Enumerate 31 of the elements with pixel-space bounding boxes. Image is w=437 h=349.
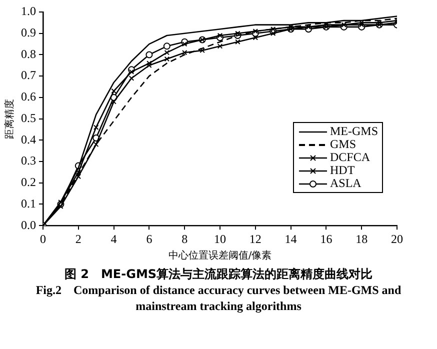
y-tick-label: 0.5 [21, 110, 36, 125]
y-tick-label: 0.4 [21, 132, 36, 146]
x-tick-label: 2 [75, 232, 82, 246]
y-tick-label: 0.9 [21, 26, 36, 40]
x-tick-label: 10 [214, 232, 226, 246]
x-tick-label: 18 [356, 232, 368, 246]
y-tick-label: 0.6 [21, 90, 36, 104]
x-axis-title: 中心位置误差阈值/像素 [168, 250, 272, 262]
y-axis-title: 距离精度 [4, 98, 16, 139]
y-tick-label: 0.1 [21, 196, 36, 210]
x-tick-label: 4 [110, 232, 117, 246]
y-tick-label: 0.7 [21, 68, 36, 82]
x-tick-label: 20 [391, 232, 403, 246]
x-tick-label: 14 [284, 232, 297, 246]
caption: 图 2 ME-GMS算法与主流跟踪算法的距离精度曲线对比 [63, 266, 374, 282]
legend-label: HDT [330, 163, 355, 177]
y-tick-label: 0.8 [21, 46, 36, 61]
y-tick-label: 0.3 [21, 154, 36, 168]
y-tick-label: 1.0 [21, 4, 36, 18]
legend-label: DCFCA [330, 150, 370, 164]
x-tick-label: 16 [320, 232, 332, 246]
legend-label: GMS [330, 137, 356, 151]
x-tick-label: 8 [182, 232, 188, 246]
y-tick-label: 0.2 [21, 175, 36, 190]
y-tick-label: 0.0 [21, 218, 36, 232]
legend-label: ASLA [330, 176, 362, 190]
legend-label: ME-GMS [330, 124, 378, 138]
x-tick-label: 0 [40, 232, 46, 246]
x-tick-label: 6 [146, 232, 152, 246]
caption: Fig.2 Comparison of distance accuracy curves between ME-GMS and mainstream tracking algorithms [34, 282, 402, 314]
x-tick-label: 12 [249, 232, 262, 246]
